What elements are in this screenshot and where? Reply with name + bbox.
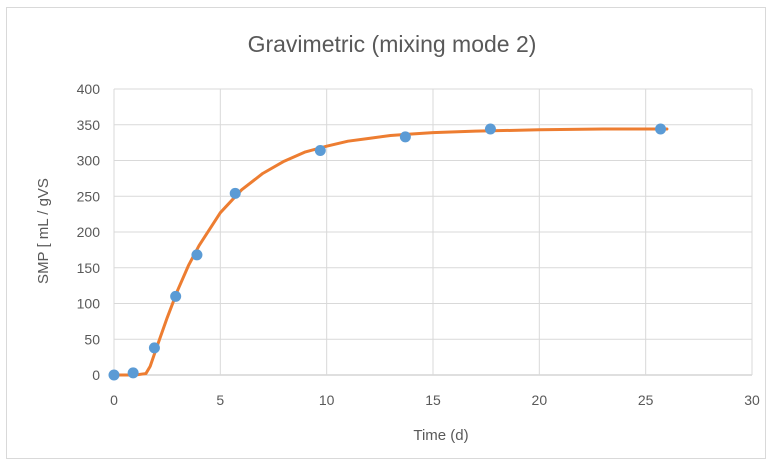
y-tick-label: 200 (77, 224, 101, 240)
y-tick-label: 150 (77, 260, 101, 276)
chart-title: Gravimetric (mixing mode 2) (248, 31, 537, 57)
y-tick-label: 350 (77, 117, 101, 133)
data-points-layer (108, 123, 667, 381)
tick-labels: 0 50 100 150 200 250 300 350 400 0 5 10 15 20 25 30 (77, 81, 760, 408)
data-point (229, 187, 241, 199)
x-tick-label: 20 (532, 392, 548, 408)
y-tick-label: 400 (77, 81, 101, 97)
gridlines (113, 88, 753, 376)
x-tick-label: 25 (638, 392, 654, 408)
y-tick-label: 0 (92, 367, 100, 383)
x-tick-label: 15 (425, 392, 441, 408)
data-point (148, 342, 160, 354)
data-point (399, 131, 411, 143)
data-point (191, 249, 203, 261)
chart-frame (6, 7, 766, 459)
x-axis-label: Time (d) (413, 427, 468, 444)
data-point (127, 367, 139, 379)
data-point (170, 290, 182, 302)
y-axis-label: SMP [ mL / gVS (35, 178, 52, 284)
data-point (484, 123, 496, 135)
data-point (655, 123, 667, 135)
x-tick-label: 0 (110, 392, 118, 408)
y-tick-label: 250 (77, 188, 101, 204)
y-tick-label: 100 (77, 296, 101, 312)
y-tick-label: 300 (77, 153, 101, 169)
x-tick-label: 30 (744, 392, 760, 408)
x-tick-label: 5 (216, 392, 224, 408)
data-point (314, 144, 326, 156)
y-tick-label: 50 (84, 331, 100, 347)
x-tick-label: 10 (319, 392, 335, 408)
data-point (108, 369, 120, 381)
